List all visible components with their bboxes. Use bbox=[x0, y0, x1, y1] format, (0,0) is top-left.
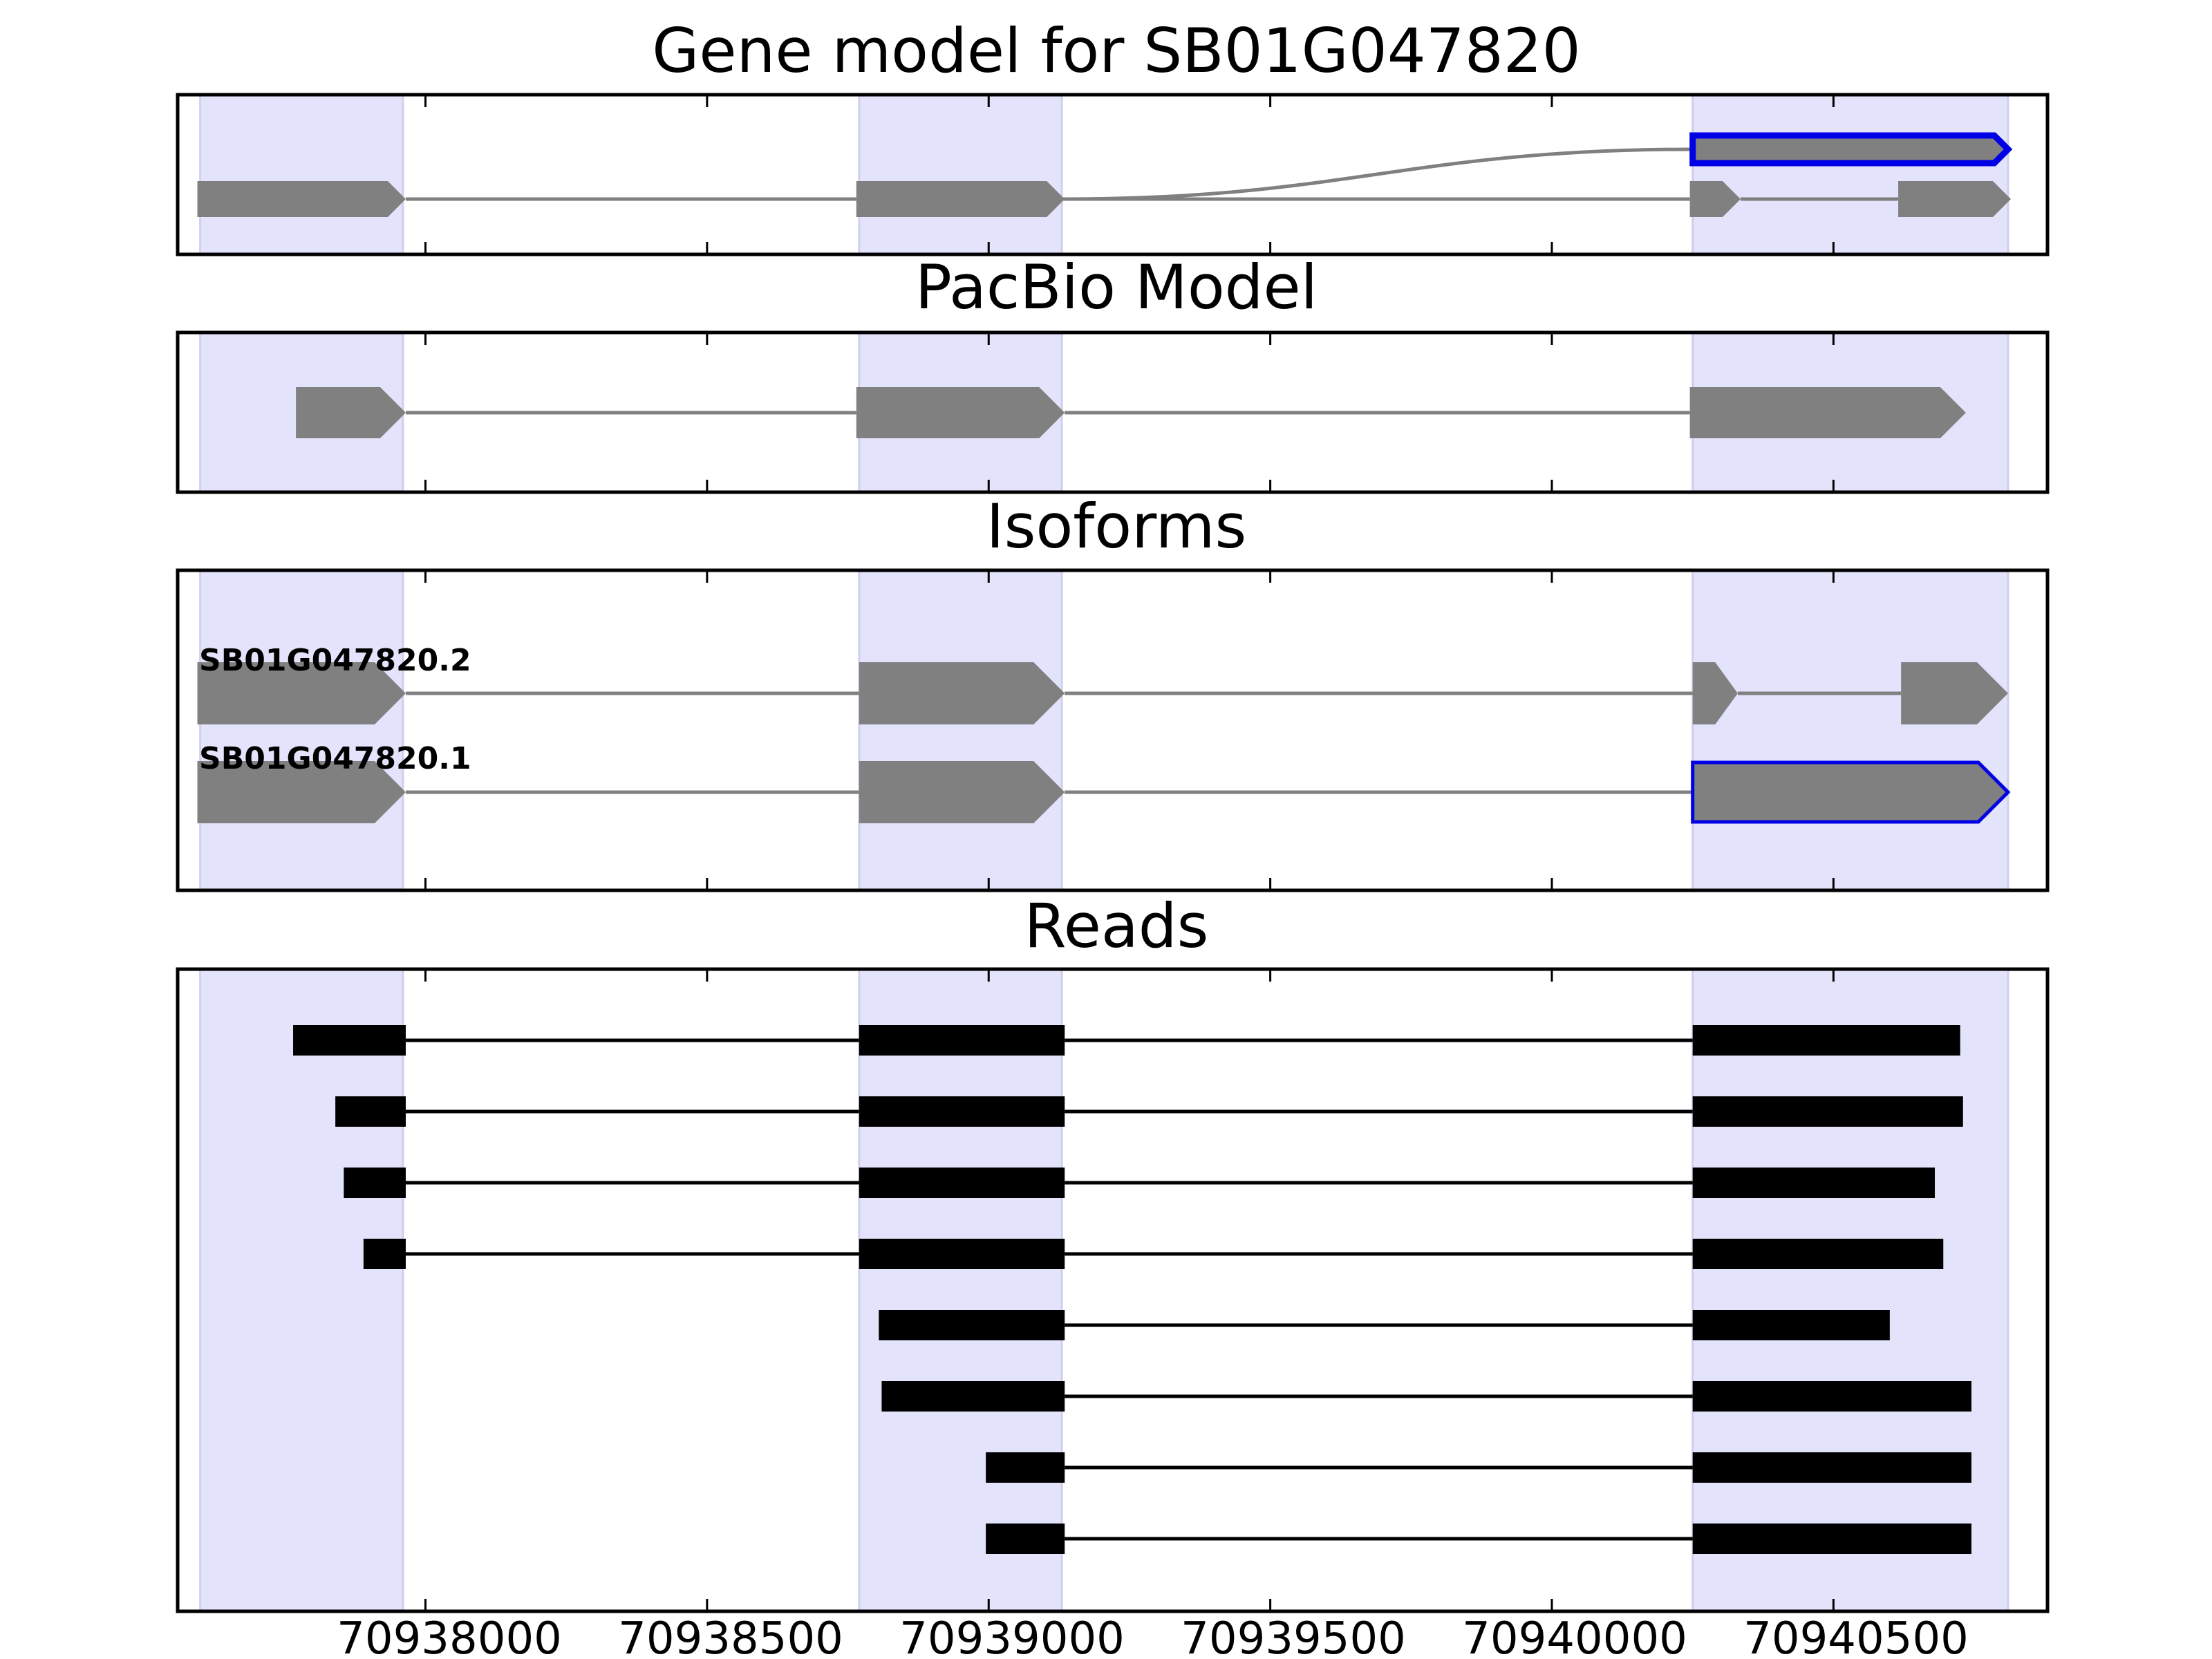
exon-arrow bbox=[859, 662, 1065, 724]
isoform-label: SB01G047820.2 bbox=[199, 643, 471, 678]
axes-frame bbox=[176, 93, 2050, 256]
exon-arrow bbox=[856, 181, 1065, 217]
read-exon-block bbox=[1692, 1096, 1963, 1127]
isoforms-title: Isoforms bbox=[986, 491, 1247, 562]
exon-arrow bbox=[856, 387, 1065, 438]
exon-arrow bbox=[197, 761, 406, 823]
reads-panel bbox=[176, 967, 2050, 1613]
read-exon-block bbox=[1692, 1025, 1960, 1056]
read-exon-block bbox=[1692, 1310, 1890, 1340]
shaded-exon-region bbox=[858, 569, 1063, 892]
read-exon-block bbox=[293, 1025, 406, 1056]
shaded-exon-region bbox=[1691, 569, 2009, 892]
shaded-exon-region bbox=[858, 968, 1063, 1613]
axes-frame bbox=[176, 967, 2050, 1613]
x-tick-label: 70939500 bbox=[1181, 1613, 1406, 1659]
read-exon-block bbox=[1692, 1524, 1972, 1554]
shaded-exon-region bbox=[199, 968, 404, 1613]
isoform-label: SB01G047820.1 bbox=[199, 741, 471, 776]
exon-arrow bbox=[1898, 181, 2012, 217]
gene-model-title: Gene model for SB01G047820 bbox=[652, 15, 1581, 86]
read-exon-block bbox=[881, 1381, 1065, 1412]
axes-frame bbox=[176, 330, 2050, 494]
exon-arrow bbox=[197, 662, 406, 724]
pacbio-model-panel bbox=[176, 330, 2050, 494]
exon-arrow bbox=[1689, 132, 2013, 167]
isoforms-panel bbox=[176, 568, 2050, 892]
read-exon-block bbox=[1692, 1168, 1936, 1198]
exon-arrow bbox=[859, 761, 1065, 823]
read-exon-block bbox=[859, 1025, 1065, 1056]
read-exon-block bbox=[859, 1168, 1065, 1198]
x-tick-label: 70940000 bbox=[1462, 1613, 1687, 1659]
pacbio-model-title: PacBio Model bbox=[915, 252, 1318, 323]
read-exon-block bbox=[335, 1096, 406, 1127]
read-exon-block bbox=[879, 1310, 1065, 1340]
exon-arrow bbox=[296, 387, 406, 438]
exon-arrow bbox=[1691, 760, 2011, 824]
x-tick-label: 70938500 bbox=[618, 1613, 843, 1659]
read-exon-block bbox=[1692, 1452, 1972, 1483]
read-exon-block bbox=[859, 1096, 1065, 1127]
exon-arrow bbox=[1901, 662, 2008, 724]
read-exon-block bbox=[1692, 1381, 1972, 1412]
x-tick-label: 70940500 bbox=[1743, 1613, 1969, 1659]
x-tick-label: 70938000 bbox=[337, 1613, 562, 1659]
read-exon-block bbox=[363, 1239, 406, 1269]
shaded-exon-region bbox=[199, 569, 404, 892]
shaded-exon-region bbox=[1691, 93, 2009, 256]
exon-arrow bbox=[1692, 662, 1738, 724]
read-exon-block bbox=[986, 1452, 1065, 1483]
read-exon-block bbox=[344, 1168, 406, 1198]
shaded-exon-region bbox=[1691, 968, 2009, 1613]
exon-arrow bbox=[1689, 387, 1966, 438]
shaded-exon-region bbox=[199, 93, 404, 256]
exon-arrow bbox=[1689, 181, 1741, 217]
axes-frame bbox=[176, 568, 2050, 892]
x-tick-label: 70939000 bbox=[899, 1613, 1125, 1659]
read-exon-block bbox=[859, 1239, 1065, 1269]
splice-connector bbox=[1062, 147, 1693, 201]
shaded-exon-region bbox=[858, 93, 1063, 256]
read-exon-block bbox=[1692, 1239, 1944, 1269]
exon-arrow bbox=[197, 181, 406, 217]
read-exon-block bbox=[986, 1524, 1065, 1554]
reads-title: Reads bbox=[1024, 890, 1209, 962]
gene-model-panel bbox=[176, 93, 2050, 256]
